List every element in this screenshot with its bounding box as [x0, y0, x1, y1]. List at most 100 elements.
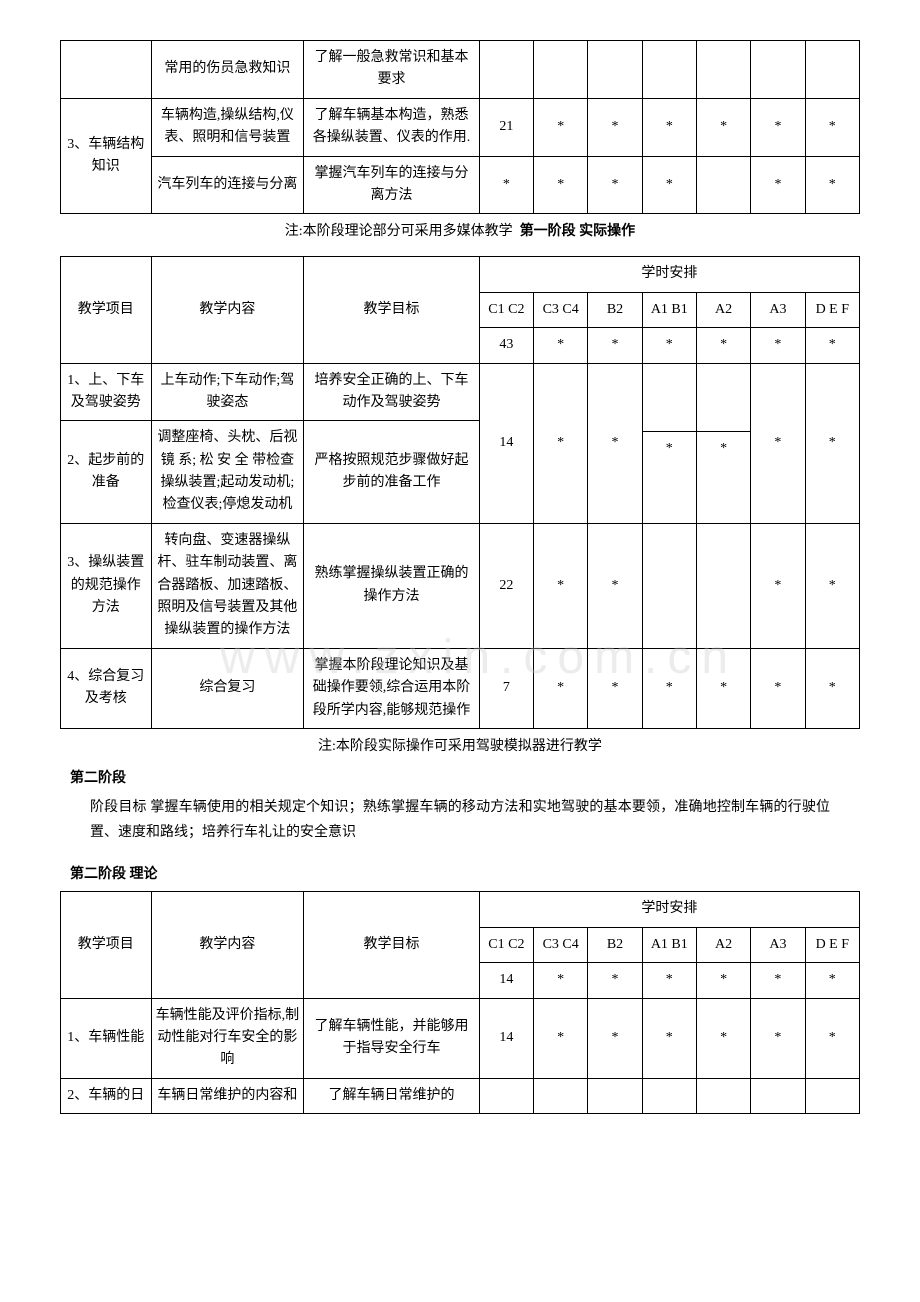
total-cell: *	[588, 963, 642, 998]
cell-b2: *	[588, 98, 642, 156]
cell-c1c2: 21	[479, 98, 533, 156]
header-col: C3 C4	[534, 927, 588, 962]
header-col: A1 B1	[642, 927, 696, 962]
header-col: A3	[751, 927, 805, 962]
cell-a2: *	[696, 98, 750, 156]
cell-a1b1	[642, 1078, 696, 1113]
total-cell: 43	[479, 328, 533, 363]
cell-a2	[696, 41, 750, 99]
table-stage1-practice: 教学项目 教学内容 教学目标 学时安排 C1 C2 C3 C4 B2 A1 B1…	[60, 256, 860, 729]
cell-content: 上车动作;下车动作;驾驶姿态	[151, 363, 304, 421]
cell-a2: *	[696, 648, 750, 728]
cell-a2	[696, 156, 750, 214]
cell-a3: *	[751, 523, 805, 648]
total-cell: *	[696, 328, 750, 363]
cell-a1b1	[642, 41, 696, 99]
cell-c1c2: 14	[479, 998, 533, 1078]
cell-c3c4	[534, 41, 588, 99]
cell-a2	[696, 523, 750, 648]
header-col: C3 C4	[534, 292, 588, 327]
cell-c3c4: *	[534, 523, 588, 648]
cell-target: 了解车辆日常维护的	[304, 1078, 479, 1113]
cell-a1b1: *	[642, 363, 696, 523]
cell-def: *	[805, 156, 859, 214]
header-proj: 教学项目	[61, 892, 152, 998]
cell-target: 了解一般急救常识和基本要求	[304, 41, 479, 99]
cell-content: 调整座椅、头枕、后视镜 系; 松 安 全 带检查操纵装置;起动发动机;检查仪表;…	[151, 421, 304, 524]
cell-c3c4: *	[534, 98, 588, 156]
cell-target: 了解车辆性能，并能够用于指导安全行车	[304, 998, 479, 1078]
cell-def: *	[805, 98, 859, 156]
cell-c1c2: 7	[479, 648, 533, 728]
note-stage1-theory: 注:本阶段理论部分可采用多媒体教学 第一阶段 实际操作	[60, 220, 860, 240]
table-row: 3、车辆结构知识 车辆构造,操纵结构,仪表、照明和信号装置 了解车辆基本构造，熟…	[61, 98, 860, 156]
header-content: 教学内容	[151, 257, 304, 363]
cell-a1b1: *	[642, 156, 696, 214]
header-target: 教学目标	[304, 892, 479, 998]
cell-target: 了解车辆基本构造，熟悉各操纵装置、仪表的作用.	[304, 98, 479, 156]
cell-a2: *	[696, 998, 750, 1078]
header-col: A1 B1	[642, 292, 696, 327]
cell-a2	[696, 1078, 750, 1113]
cell-proj: 4、综合复习及考核	[61, 648, 152, 728]
cell-content: 车辆性能及评价指标,制动性能对行车安全的影响	[151, 998, 304, 1078]
header-proj: 教学项目	[61, 257, 152, 363]
cell-def	[805, 41, 859, 99]
total-cell: *	[534, 328, 588, 363]
cell-c1c2	[479, 1078, 533, 1113]
header-col: B2	[588, 292, 642, 327]
cell-c3c4: *	[534, 156, 588, 214]
cell-target: 掌握本阶段理论知识及基础操作要领,综合运用本阶段所学内容,能够规范操作	[304, 648, 479, 728]
cell-proj	[61, 41, 152, 99]
stage2-subtitle: 第二阶段 理论	[70, 863, 860, 883]
cell-a1b1: *	[642, 98, 696, 156]
table-stage1-theory-cont: 常用的伤员急救知识 了解一般急救常识和基本要求 3、车辆结构知识 车辆构造,操纵…	[60, 40, 860, 214]
note-stage1-practice: 注:本阶段实际操作可采用驾驶模拟器进行教学	[60, 735, 860, 755]
cell-proj: 2、车辆的日	[61, 1078, 152, 1113]
stage1-practice-title: 第一阶段 实际操作	[520, 224, 636, 239]
total-cell: *	[642, 328, 696, 363]
table-row: 汽车列车的连接与分离 掌握汽车列车的连接与分离方法 * * * * * *	[61, 156, 860, 214]
cell-a3: *	[751, 363, 805, 523]
cell-a3: *	[751, 998, 805, 1078]
header-col: A2	[696, 927, 750, 962]
table-row: 4、综合复习及考核 综合复习 掌握本阶段理论知识及基础操作要领,综合运用本阶段所…	[61, 648, 860, 728]
cell-c3c4: *	[534, 363, 588, 523]
total-cell: *	[751, 963, 805, 998]
cell-content: 汽车列车的连接与分离	[151, 156, 304, 214]
note-text: 注:本阶段理论部分可采用多媒体教学	[285, 224, 513, 239]
stage2-desc: 阶段目标 掌握车辆使用的相关规定个知识；熟练掌握车辆的移动方法和实地驾驶的基本要…	[90, 795, 830, 845]
header-content: 教学内容	[151, 892, 304, 998]
header-col: A2	[696, 292, 750, 327]
cell-def: *	[805, 363, 859, 523]
cell-c3c4	[534, 1078, 588, 1113]
cell-proj: 1、上、下车及驾驶姿势	[61, 363, 152, 421]
total-cell: *	[696, 963, 750, 998]
table-row: 常用的伤员急救知识 了解一般急救常识和基本要求	[61, 41, 860, 99]
header-col: C1 C2	[479, 927, 533, 962]
header-row: 教学项目 教学内容 教学目标 学时安排	[61, 892, 860, 927]
header-row: 教学项目 教学内容 教学目标 学时安排	[61, 257, 860, 292]
cell-c3c4: *	[534, 648, 588, 728]
table-stage2-theory: 教学项目 教学内容 教学目标 学时安排 C1 C2 C3 C4 B2 A1 B1…	[60, 891, 860, 1114]
cell-b2: *	[588, 363, 642, 523]
cell-proj: 2、起步前的准备	[61, 421, 152, 524]
cell-a2: *	[696, 363, 750, 523]
cell-content: 常用的伤员急救知识	[151, 41, 304, 99]
stage2-title: 第二阶段	[70, 767, 860, 787]
cell-c1c2: 22	[479, 523, 533, 648]
cell-target: 熟练掌握操纵装置正确的操作方法	[304, 523, 479, 648]
header-target: 教学目标	[304, 257, 479, 363]
cell-def	[805, 1078, 859, 1113]
header-col: C1 C2	[479, 292, 533, 327]
cell-c1c2: 14	[479, 363, 533, 523]
header-col: A3	[751, 292, 805, 327]
cell-a3	[751, 1078, 805, 1113]
header-col: D E F	[805, 927, 859, 962]
cell-proj: 3、操纵装置的规范操作方法	[61, 523, 152, 648]
cell-a3: *	[751, 648, 805, 728]
cell-a1b1	[642, 523, 696, 648]
table-row: 1、上、下车及驾驶姿势 上车动作;下车动作;驾驶姿态 培养安全正确的上、下车动作…	[61, 363, 860, 421]
cell-def: *	[805, 523, 859, 648]
cell-c1c2	[479, 41, 533, 99]
